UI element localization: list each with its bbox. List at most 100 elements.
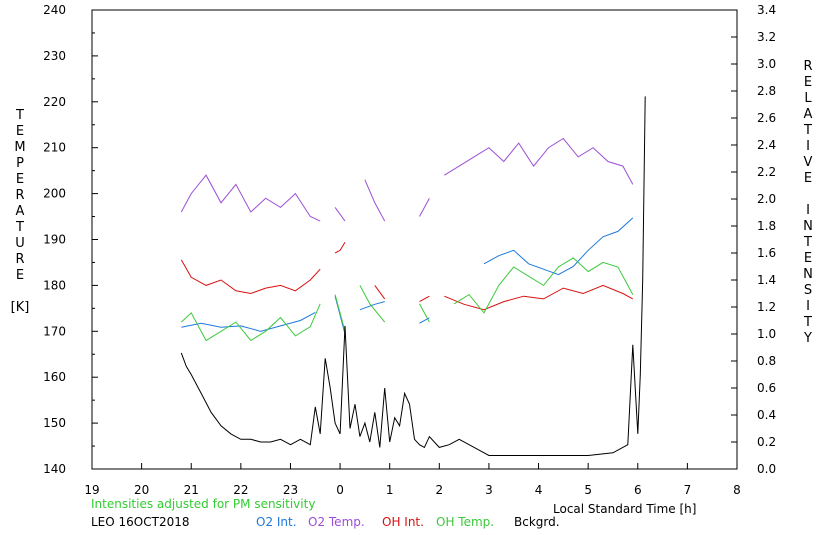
series-line-oh_temp [419, 303, 430, 323]
y-right-tick-label: 1.8 [757, 219, 776, 233]
x-tick-label: 5 [584, 483, 592, 497]
y-right-tick-label: 2.2 [757, 165, 776, 179]
series-line-o2_temp [419, 197, 430, 217]
y-right-tick-label: 0.8 [757, 354, 776, 368]
y-right-label-letter: T [803, 235, 812, 250]
y-left-tick-label: 180 [43, 278, 66, 292]
y-left-label-letter: U [15, 236, 25, 251]
series-line-o2_temp [180, 174, 321, 222]
y-left-label-letter: A [16, 204, 25, 219]
legend-entry-oh_temp: OH Temp. [436, 515, 494, 529]
y-right-label-letter: N [803, 267, 813, 282]
y-left-label-letter: P [16, 156, 24, 171]
y-right-tick-label: 3.4 [757, 3, 776, 17]
series-line-o2_int [483, 217, 634, 276]
series-line-oh_int [419, 295, 430, 303]
legend: O2 Int. O2 Temp. OH Int. OH Temp. Bckgrd. [256, 515, 560, 529]
y-right-tick-label: 2.6 [757, 111, 776, 125]
y-right-label-letter: I [806, 139, 810, 154]
left-axis-ticks: 140 150 160 170 180 190 200 210 220 230 240 [43, 3, 98, 476]
series-line-o2_temp [364, 179, 386, 222]
plot-border [91, 9, 738, 470]
y-left-tick-label: 240 [43, 3, 66, 17]
x-tick-label: 8 [733, 483, 741, 497]
y-right-tick-label: 0.0 [757, 462, 776, 476]
y-left-label-letter: T [15, 220, 24, 235]
x-tick-label: 1 [386, 483, 394, 497]
y-right-label-letter: I [806, 203, 810, 218]
legend-entry-oh_int: OH Int. [382, 515, 424, 529]
right-axis-ticks: 0.0 0.2 0.4 0.6 0.8 1.0 1.2 1.4 1.6 1.8 2.0 2.2 2.4 2… [731, 3, 776, 476]
x-tick-label: 19 [84, 483, 99, 497]
series-line-oh_int [444, 284, 634, 311]
y-right-label-letter: E [804, 75, 812, 90]
y-right-label-letter: I [806, 299, 810, 314]
y-left-label-letter: R [15, 188, 24, 203]
y-left-label-letter: R [15, 252, 24, 267]
x-tick-label: 2 [435, 483, 443, 497]
y-right-label-letter: T [803, 315, 812, 330]
y-left-tick-label: 230 [43, 49, 66, 63]
y-left-tick-label: 150 [43, 416, 66, 430]
series-line-oh_temp [359, 285, 386, 323]
y-left-label-letter: E [16, 124, 24, 139]
series-line-oh_temp [453, 257, 634, 314]
y-right-tick-label: 1.0 [757, 327, 776, 341]
x-tick-label: 6 [634, 483, 642, 497]
y-right-label-letter: S [804, 283, 812, 298]
y-right-tick-label: 2.4 [757, 138, 776, 152]
y-right-tick-label: 1.6 [757, 246, 776, 260]
y-right-label-letter: L [804, 91, 812, 106]
y-left-tick-label: 140 [43, 462, 66, 476]
x-tick-label: 7 [684, 483, 692, 497]
series-line-oh_int [334, 241, 346, 254]
y-right-tick-label: 0.2 [757, 435, 776, 449]
pm-sensitivity-note: Intensities adjusted for PM sensitivity [91, 497, 315, 511]
series-line-bckgrd [180, 96, 646, 456]
x-tick-label: 3 [485, 483, 493, 497]
x-tick-label: 21 [184, 483, 199, 497]
y-left-tick-label: 200 [43, 187, 66, 201]
y-left-tick-label: 220 [43, 95, 66, 109]
series-line-o2_temp [444, 137, 634, 185]
y-right-tick-label: 2.0 [757, 192, 776, 206]
legend-entry-o2_temp: O2 Temp. [308, 515, 365, 529]
y-left-tick-label: 160 [43, 370, 66, 384]
series-line-o2_int [181, 311, 316, 332]
x-tick-label: 0 [336, 483, 344, 497]
y-right-tick-label: 1.4 [757, 273, 776, 287]
y-right-label-letter: T [803, 123, 812, 138]
y-right-tick-label: 0.6 [757, 381, 776, 395]
y-right-label-letter: Y [803, 331, 812, 346]
series-line-oh_temp [180, 303, 321, 342]
series-line-oh_int [374, 285, 386, 300]
y-right-label-letter: R [803, 59, 812, 74]
series-layer [180, 96, 646, 456]
legend-entry-bckgrd: Bckgrd. [514, 515, 560, 529]
y-left-label-letter: E [16, 268, 24, 283]
series-line-o2_temp [334, 207, 346, 222]
x-tick-label: 4 [535, 483, 543, 497]
series-line-oh_temp [334, 294, 346, 332]
y-right-tick-label: 0.4 [757, 408, 776, 422]
y-right-label-letter: A [804, 107, 813, 122]
x-tick-label: 20 [134, 483, 149, 497]
x-tick-label: 23 [283, 483, 298, 497]
series-line-oh_int [180, 259, 321, 295]
y-left-tick-label: 210 [43, 141, 66, 155]
y-right-label-letter: N [803, 219, 813, 234]
bottom-axis-ticks: 19 20 21 22 23 0 1 2 3 4 5 6 7 8 [84, 463, 741, 497]
y-right-label-letter: V [804, 155, 813, 170]
y-right-tick-label: 2.8 [757, 84, 776, 98]
y-right-label-letter: E [804, 171, 812, 186]
legend-entry-o2_int: O2 Int. [256, 515, 297, 529]
x-tick-label: 22 [233, 483, 248, 497]
station-date-label: LEO 16OCT2018 [91, 515, 190, 529]
y-left-tick-label: 190 [43, 233, 66, 247]
y-left-label-letter: [K] [11, 300, 30, 315]
plot-frame [91, 9, 738, 470]
series-line-o2_int [359, 301, 385, 311]
y-right-tick-label: 1.2 [757, 300, 776, 314]
